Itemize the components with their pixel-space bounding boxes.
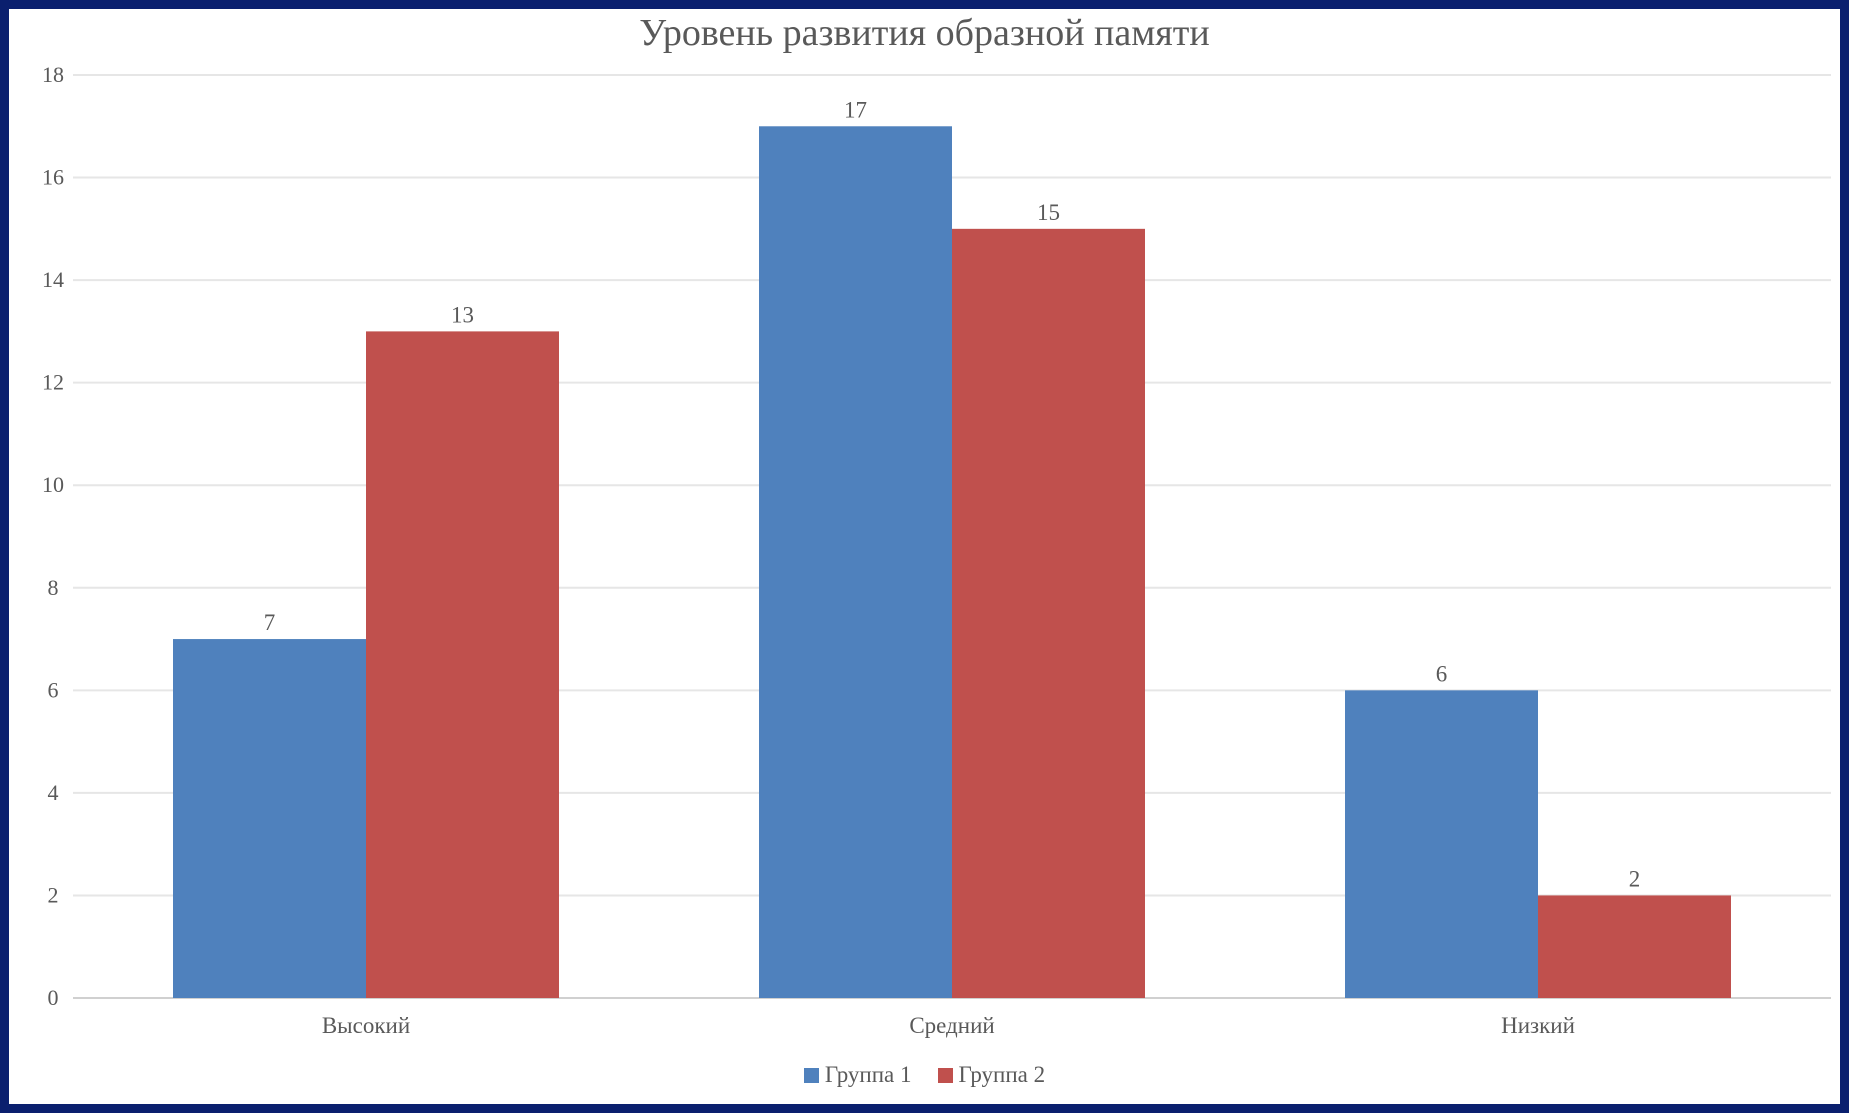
- data-labels: 7 13 17 15 6 2: [264, 97, 1641, 891]
- legend-item-series-2: Группа 2: [937, 1062, 1046, 1088]
- chart-title: Уровень развития образной памяти: [639, 12, 1210, 54]
- bar-2-3: [1538, 895, 1731, 998]
- legend-label-series-1: Группа 1: [824, 1062, 912, 1087]
- legend-label-series-2: Группа 2: [958, 1062, 1046, 1087]
- y-tick-label: 12: [42, 370, 64, 395]
- y-tick-label: 4: [48, 780, 59, 805]
- category-label: Низкий: [1501, 1013, 1575, 1038]
- legend: Группа 1 Группа 2: [9, 1062, 1840, 1088]
- x-axis-category-labels: Высокий Средний Низкий: [322, 1013, 1575, 1038]
- bar-1-3: [1345, 690, 1538, 998]
- bar-2-1: [366, 331, 559, 998]
- y-tick-label: 16: [42, 165, 64, 190]
- bar-1-1: [173, 639, 366, 998]
- data-label: 7: [264, 610, 276, 635]
- bar-chart: 0 2 4 6 8 10 12 14 16 18 7 13 17 15 6 2 Высокий Средний…: [42, 62, 1831, 1038]
- bar-2-2: [952, 228, 1145, 999]
- y-tick-label: 8: [48, 575, 59, 600]
- chart-frame: Уровень развития образной памяти 0 2 4 6 8 10…: [9, 9, 1840, 1104]
- legend-item-series-1: Группа 1: [803, 1062, 912, 1088]
- data-label: 17: [844, 97, 867, 122]
- y-tick-label: 18: [42, 62, 64, 87]
- data-label: 13: [451, 302, 474, 327]
- data-label: 6: [1436, 661, 1448, 686]
- category-label: Высокий: [322, 1013, 410, 1038]
- legend-swatch-series-1: [803, 1067, 819, 1083]
- y-tick-label: 14: [42, 267, 64, 292]
- data-label: 2: [1629, 866, 1641, 891]
- category-label: Средний: [909, 1013, 994, 1038]
- y-axis-tick-labels: 0 2 4 6 8 10 12 14 16 18: [42, 62, 64, 1010]
- y-tick-label: 6: [48, 677, 59, 702]
- bars: [173, 126, 1731, 999]
- y-tick-label: 2: [48, 882, 59, 907]
- y-tick-label: 10: [42, 472, 64, 497]
- legend-swatch-series-2: [937, 1067, 953, 1083]
- y-tick-label: 0: [48, 985, 59, 1010]
- bar-1-2: [759, 126, 952, 999]
- data-label: 15: [1037, 200, 1060, 225]
